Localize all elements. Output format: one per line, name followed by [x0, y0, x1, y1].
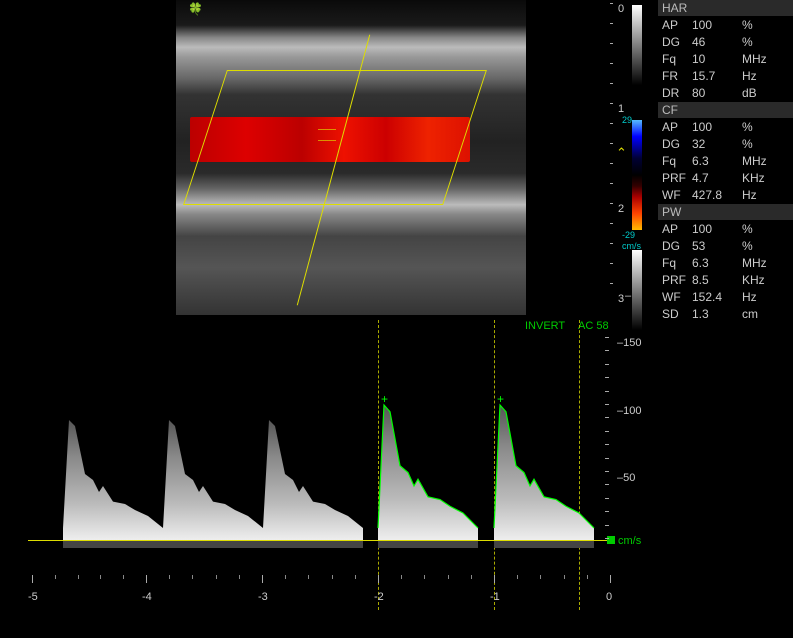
- param-row: Fq6.3MHz: [658, 153, 793, 170]
- param-section-pw: PW: [658, 204, 793, 220]
- color-scale-min: -29: [622, 230, 635, 240]
- param-row: PRF4.7KHz: [658, 170, 793, 187]
- param-label: Fq: [662, 51, 692, 68]
- depth-tick-label: 2: [618, 203, 624, 215]
- param-label: DG: [662, 34, 692, 51]
- param-value: 10: [692, 51, 742, 68]
- param-value: 1.3: [692, 306, 742, 323]
- param-label: PRF: [662, 272, 692, 289]
- param-label: Fq: [662, 153, 692, 170]
- time-tick-label: -1: [490, 591, 500, 603]
- time-tick-label: -3: [258, 591, 268, 603]
- param-value: 32: [692, 136, 742, 153]
- param-unit: %: [742, 221, 782, 238]
- param-label: AP: [662, 221, 692, 238]
- param-section-har: HAR: [658, 0, 793, 16]
- time-tick-label: -2: [374, 591, 384, 603]
- param-unit: MHz: [742, 153, 782, 170]
- param-value: 80: [692, 85, 742, 102]
- param-row: DG32%: [658, 136, 793, 153]
- color-scale-max: 29: [622, 115, 632, 125]
- param-row: DG53%: [658, 238, 793, 255]
- velocity-unit: cm/s: [618, 535, 641, 547]
- param-value: 6.3: [692, 255, 742, 272]
- grayscale-bar-pw: [632, 250, 642, 330]
- param-label: SD: [662, 306, 692, 323]
- param-value: 15.7: [692, 68, 742, 85]
- param-value: 53: [692, 238, 742, 255]
- param-row: DG46%: [658, 34, 793, 51]
- param-unit: %: [742, 34, 782, 51]
- param-row: FR15.7Hz: [658, 68, 793, 85]
- param-unit: %: [742, 136, 782, 153]
- param-row: AP100%: [658, 17, 793, 34]
- depth-tick-label: 1: [618, 103, 624, 115]
- svg-text:+: +: [381, 392, 388, 406]
- param-value: 100: [692, 119, 742, 136]
- probe-icon: 🍀: [188, 2, 203, 16]
- param-value: 4.7: [692, 170, 742, 187]
- time-tick-label: 0: [606, 591, 612, 603]
- velocity-tick-label: –150: [617, 337, 641, 349]
- param-label: PRF: [662, 170, 692, 187]
- depth-tick-label: 3: [618, 293, 624, 305]
- param-label: WF: [662, 187, 692, 204]
- param-label: FR: [662, 68, 692, 85]
- param-unit: MHz: [742, 51, 782, 68]
- param-value: 46: [692, 34, 742, 51]
- param-value: 152.4: [692, 289, 742, 306]
- param-row: Fq10MHz: [658, 51, 793, 68]
- depth-tick-label: 0: [618, 3, 624, 15]
- flow-direction-arrow: ⌃: [616, 145, 627, 161]
- param-value: 100: [692, 17, 742, 34]
- param-unit: %: [742, 238, 782, 255]
- param-unit: MHz: [742, 255, 782, 272]
- param-row: AP100%: [658, 221, 793, 238]
- param-label: DG: [662, 238, 692, 255]
- param-label: WF: [662, 289, 692, 306]
- spectral-doppler: ++: [28, 320, 618, 550]
- param-row: SD1.3cm: [658, 306, 793, 323]
- param-row: DR80dB: [658, 85, 793, 102]
- param-label: Fq: [662, 255, 692, 272]
- spectral-waveform-svg: ++: [28, 320, 618, 550]
- param-label: DG: [662, 136, 692, 153]
- param-unit: %: [742, 119, 782, 136]
- param-label: AP: [662, 119, 692, 136]
- time-scale: -5 -4 -3 -2 -1 0: [28, 575, 618, 605]
- param-row: PRF8.5KHz: [658, 272, 793, 289]
- velocity-tick-label: –50: [617, 472, 635, 484]
- velocity-tick-label: –100: [617, 405, 641, 417]
- svg-text:+: +: [497, 392, 504, 406]
- param-unit: cm: [742, 306, 782, 323]
- param-unit: Hz: [742, 289, 782, 306]
- param-row: AP100%: [658, 119, 793, 136]
- param-value: 100: [692, 221, 742, 238]
- param-label: DR: [662, 85, 692, 102]
- param-row: WF152.4Hz: [658, 289, 793, 306]
- param-row: Fq6.3MHz: [658, 255, 793, 272]
- doppler-baseline[interactable]: [28, 540, 608, 541]
- parameter-panel: HARAP100%DG46%Fq10MHzFR15.7HzDR80dBCFAP1…: [658, 0, 793, 323]
- param-unit: KHz: [742, 272, 782, 289]
- param-unit: Hz: [742, 187, 782, 204]
- param-section-cf: CF: [658, 102, 793, 118]
- param-unit: dB: [742, 85, 782, 102]
- time-tick-label: -4: [142, 591, 152, 603]
- param-unit: KHz: [742, 170, 782, 187]
- param-value: 6.3: [692, 153, 742, 170]
- sample-gate[interactable]: ┄┄┄┄┄┄: [318, 125, 336, 147]
- param-unit: %: [742, 17, 782, 34]
- grayscale-bar-bmode: [632, 5, 642, 85]
- param-value: 427.8: [692, 187, 742, 204]
- param-unit: Hz: [742, 68, 782, 85]
- time-tick-label: -5: [28, 591, 38, 603]
- color-velocity-bar: [632, 120, 642, 230]
- param-value: 8.5: [692, 272, 742, 289]
- param-row: WF427.8Hz: [658, 187, 793, 204]
- param-label: AP: [662, 17, 692, 34]
